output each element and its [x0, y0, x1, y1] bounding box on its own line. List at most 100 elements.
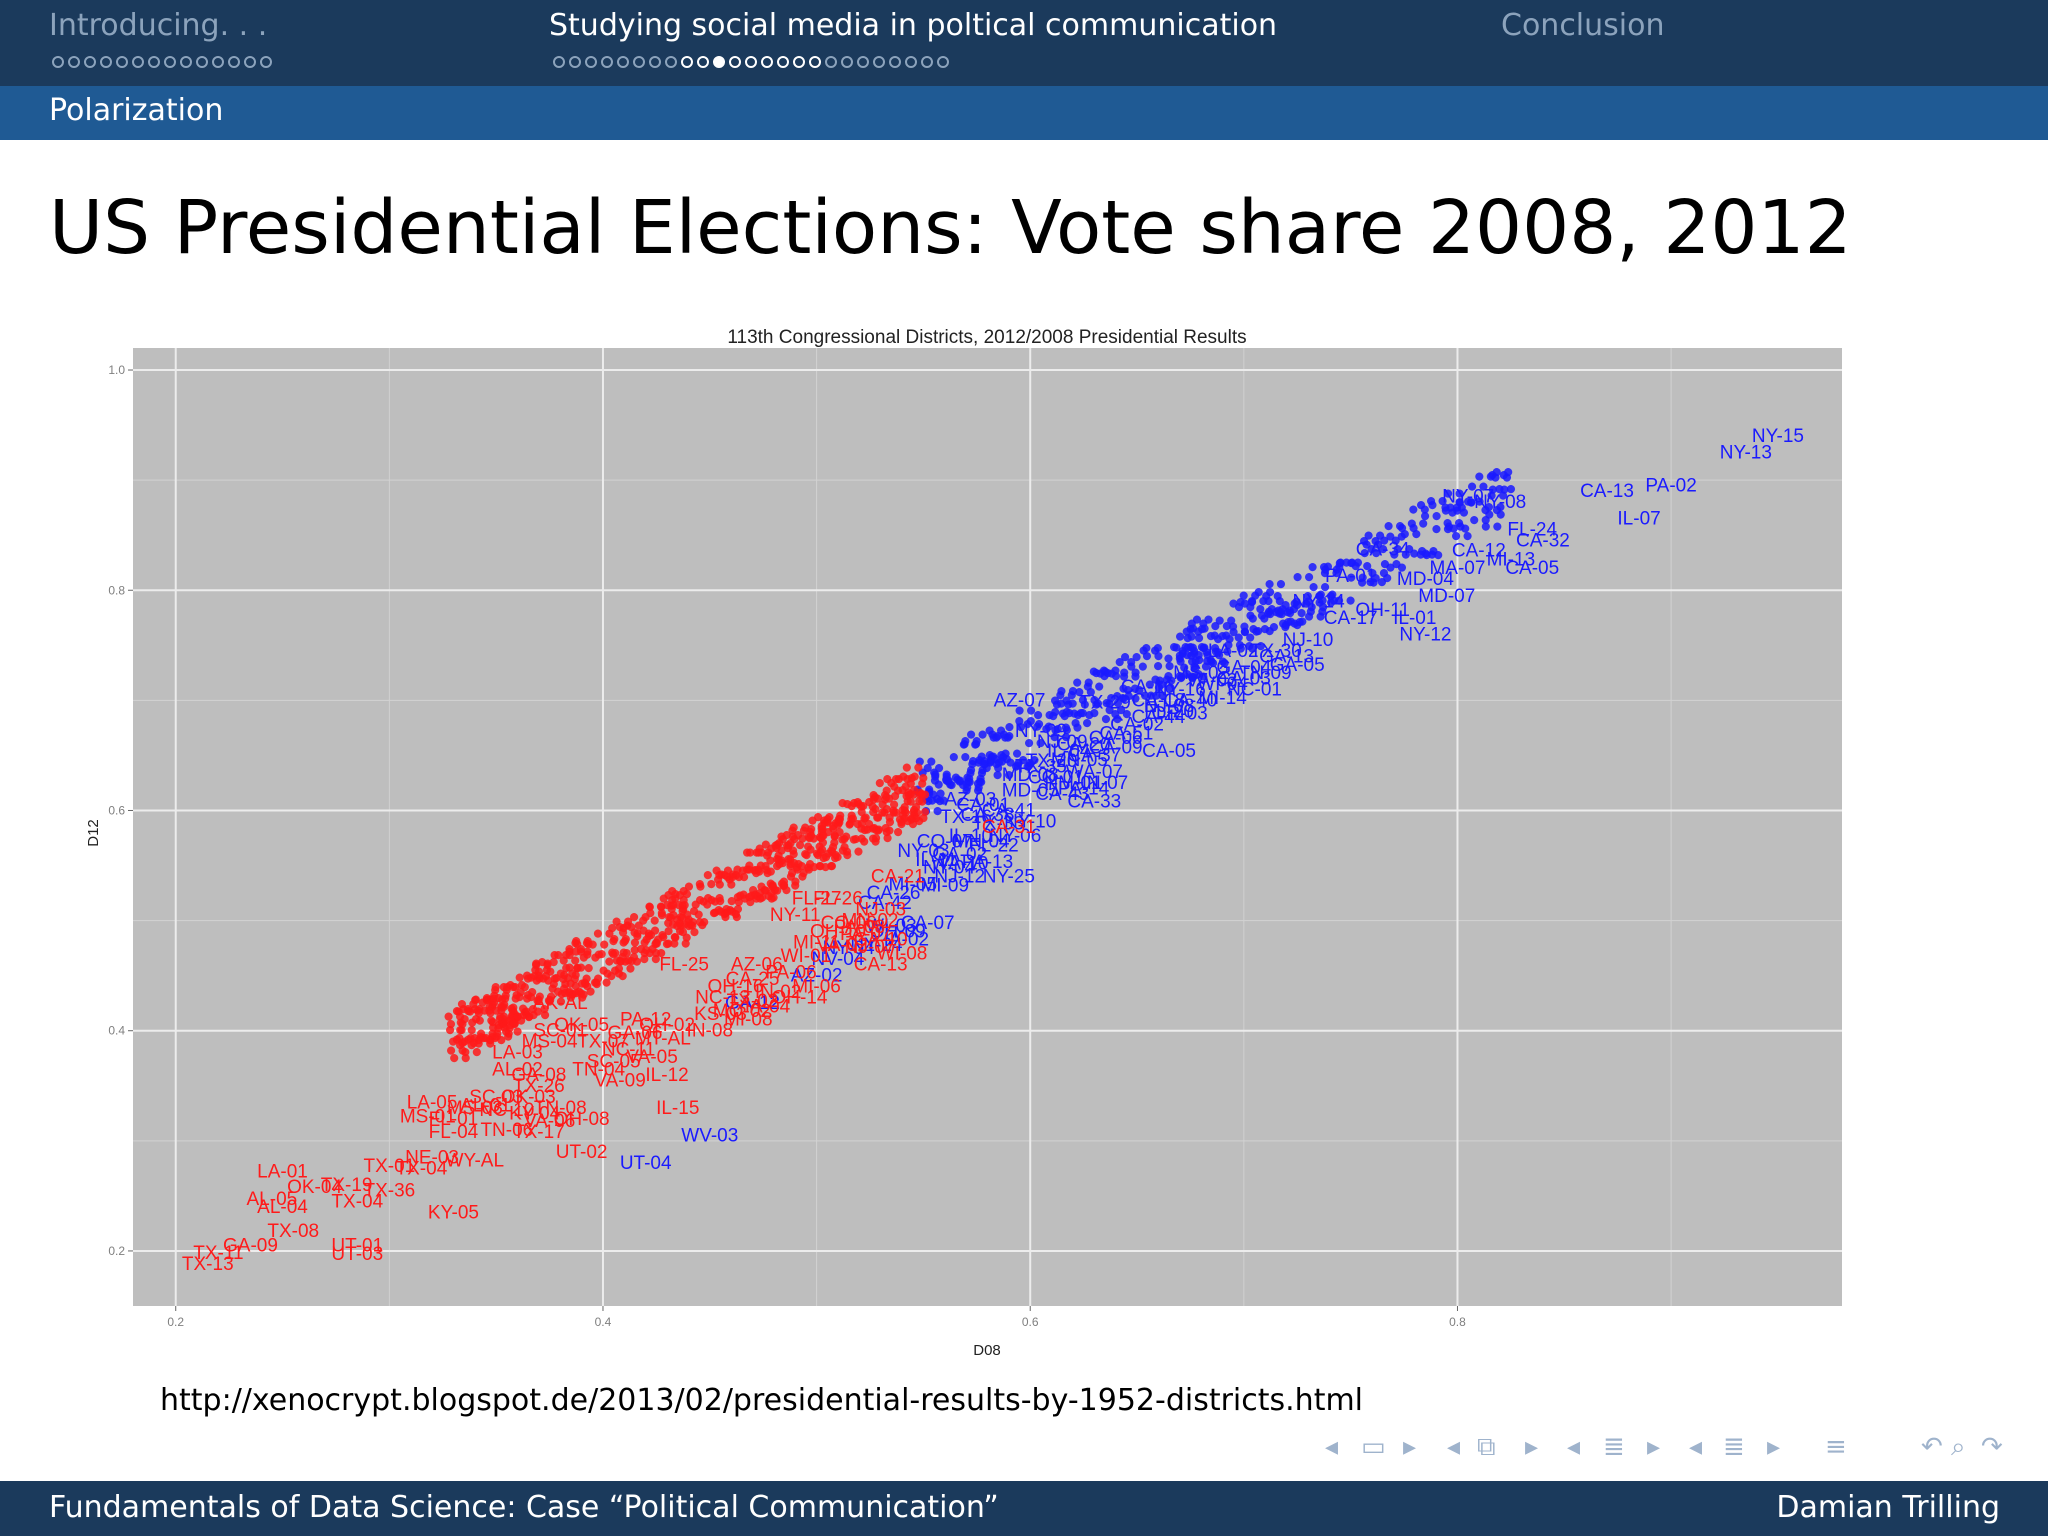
district-point-label: TX-29 [1079, 693, 1131, 714]
arrow-right-icon[interactable]: ▸ [1525, 1432, 1539, 1462]
progress-dot[interactable] [148, 56, 160, 68]
progress-dot[interactable] [825, 56, 837, 68]
subsection-icon[interactable]: ⧉ [1477, 1432, 1496, 1462]
progress-dot[interactable] [553, 56, 565, 68]
overplot-mark: ●● [896, 814, 919, 835]
overplot-mark: ●● [638, 920, 661, 941]
overplot-mark: ●● [1392, 538, 1415, 559]
district-point-label: PA-08 [834, 917, 885, 938]
progress-dot[interactable] [793, 56, 805, 68]
progress-dot[interactable] [937, 56, 949, 68]
overplot-mark: ●● [521, 965, 544, 986]
arrow-left-icon[interactable]: ◂ [1689, 1432, 1703, 1462]
progress-dot[interactable] [873, 56, 885, 68]
arrow-right-icon[interactable]: ▸ [1767, 1432, 1781, 1462]
arrow-right-icon[interactable]: ▸ [1403, 1432, 1417, 1462]
progress-dot[interactable] [569, 56, 581, 68]
district-point-label: AZ-02 [791, 966, 843, 987]
overplot-mark: ●● [1291, 591, 1314, 612]
district-point-label: WI-01 [781, 946, 832, 967]
nav-section-introducing[interactable]: Introducing. . . [49, 8, 268, 43]
overplot-mark: ●● [959, 734, 982, 755]
progress-dot[interactable] [116, 56, 128, 68]
progress-dot[interactable] [52, 56, 64, 68]
overplot-mark: ●● [1048, 706, 1071, 727]
overplot-mark: ●● [816, 818, 839, 839]
progress-dot[interactable] [745, 56, 757, 68]
progress-dot[interactable] [100, 56, 112, 68]
overplot-mark: ●● [454, 1028, 477, 1049]
progress-dot[interactable] [196, 56, 208, 68]
progress-dot[interactable] [180, 56, 192, 68]
nav-section-studying[interactable]: Studying social media in poltical commun… [549, 8, 1278, 43]
progress-dot[interactable] [713, 56, 725, 68]
overplot-mark: ●● [1361, 534, 1384, 555]
progress-dot[interactable] [601, 56, 613, 68]
overplot-mark: ●● [469, 1027, 492, 1048]
progress-dot[interactable] [68, 56, 80, 68]
district-point-label: MI-05 [888, 874, 937, 895]
progress-dot[interactable] [857, 56, 869, 68]
overplot-mark: ●● [1101, 692, 1124, 713]
district-point-label: TN-04 [572, 1059, 625, 1080]
arrow-left-icon[interactable]: ◂ [1447, 1432, 1461, 1462]
overplot-mark: ●● [620, 951, 643, 972]
overplot-mark: ●● [756, 876, 779, 897]
progress-dot[interactable] [228, 56, 240, 68]
overplot-mark: ●● [785, 855, 808, 876]
search-icon[interactable]: ⌕ [1951, 1432, 1966, 1462]
overplot-mark: ●● [719, 865, 742, 886]
progress-dot[interactable] [681, 56, 693, 68]
district-point-label: SC-05 [587, 1052, 641, 1073]
overplot-mark: ●● [611, 911, 634, 932]
progress-dot[interactable] [212, 56, 224, 68]
progress-dot[interactable] [665, 56, 677, 68]
arrow-left-icon[interactable]: ◂ [1567, 1432, 1581, 1462]
overplot-mark: ●● [962, 777, 985, 798]
progress-dot[interactable] [164, 56, 176, 68]
nav-section-conclusion[interactable]: Conclusion [1501, 8, 1665, 43]
progress-dot[interactable] [633, 56, 645, 68]
progress-dot[interactable] [585, 56, 597, 68]
progress-dot[interactable] [617, 56, 629, 68]
progress-dot[interactable] [132, 56, 144, 68]
overplot-mark: ●● [781, 824, 804, 845]
overplot-mark: ●● [604, 951, 627, 972]
progress-dot[interactable] [697, 56, 709, 68]
frame-icon[interactable]: ▭ [1361, 1432, 1386, 1462]
district-point-label: WI-03 [866, 916, 917, 937]
progress-dot[interactable] [777, 56, 789, 68]
overplot-mark: ●● [1363, 525, 1386, 546]
progress-dot[interactable] [905, 56, 917, 68]
section-icon[interactable]: ≣ [1603, 1432, 1625, 1462]
overplot-mark: ●● [458, 998, 481, 1019]
overplot-mark: ●● [1138, 640, 1161, 661]
overplot-mark: ●● [711, 860, 734, 881]
overplot-mark: ●● [644, 897, 667, 918]
arrow-left-icon[interactable]: ◂ [1325, 1432, 1339, 1462]
progress-dot[interactable] [84, 56, 96, 68]
progress-dot[interactable] [761, 56, 773, 68]
align-icon[interactable]: ≡ [1825, 1432, 1847, 1462]
progress-dot[interactable] [889, 56, 901, 68]
presentation-icon[interactable]: ≣ [1723, 1432, 1745, 1462]
district-point-label: IL-01 [1393, 608, 1436, 629]
progress-dot[interactable] [841, 56, 853, 68]
district-point-label: CA-42 [858, 893, 912, 914]
overplot-mark: ●● [1064, 703, 1087, 724]
source-link[interactable]: http://xenocrypt.blogspot.de/2013/02/pre… [160, 1383, 1364, 1418]
overplot-mark: ●● [1244, 635, 1267, 656]
district-point-label: WI-08 [877, 944, 928, 965]
progress-dot[interactable] [729, 56, 741, 68]
progress-dot[interactable] [809, 56, 821, 68]
progress-dot[interactable] [649, 56, 661, 68]
progress-dot[interactable] [921, 56, 933, 68]
overplot-mark: ●● [872, 788, 895, 809]
overplot-mark: ●● [670, 927, 693, 948]
redo-icon[interactable]: ↷ [1981, 1432, 2003, 1462]
progress-dot[interactable] [244, 56, 256, 68]
progress-dot[interactable] [260, 56, 272, 68]
undo-icon[interactable]: ↶ [1921, 1432, 1943, 1462]
arrow-right-icon[interactable]: ▸ [1647, 1432, 1661, 1462]
overplot-mark: ●● [881, 822, 904, 843]
